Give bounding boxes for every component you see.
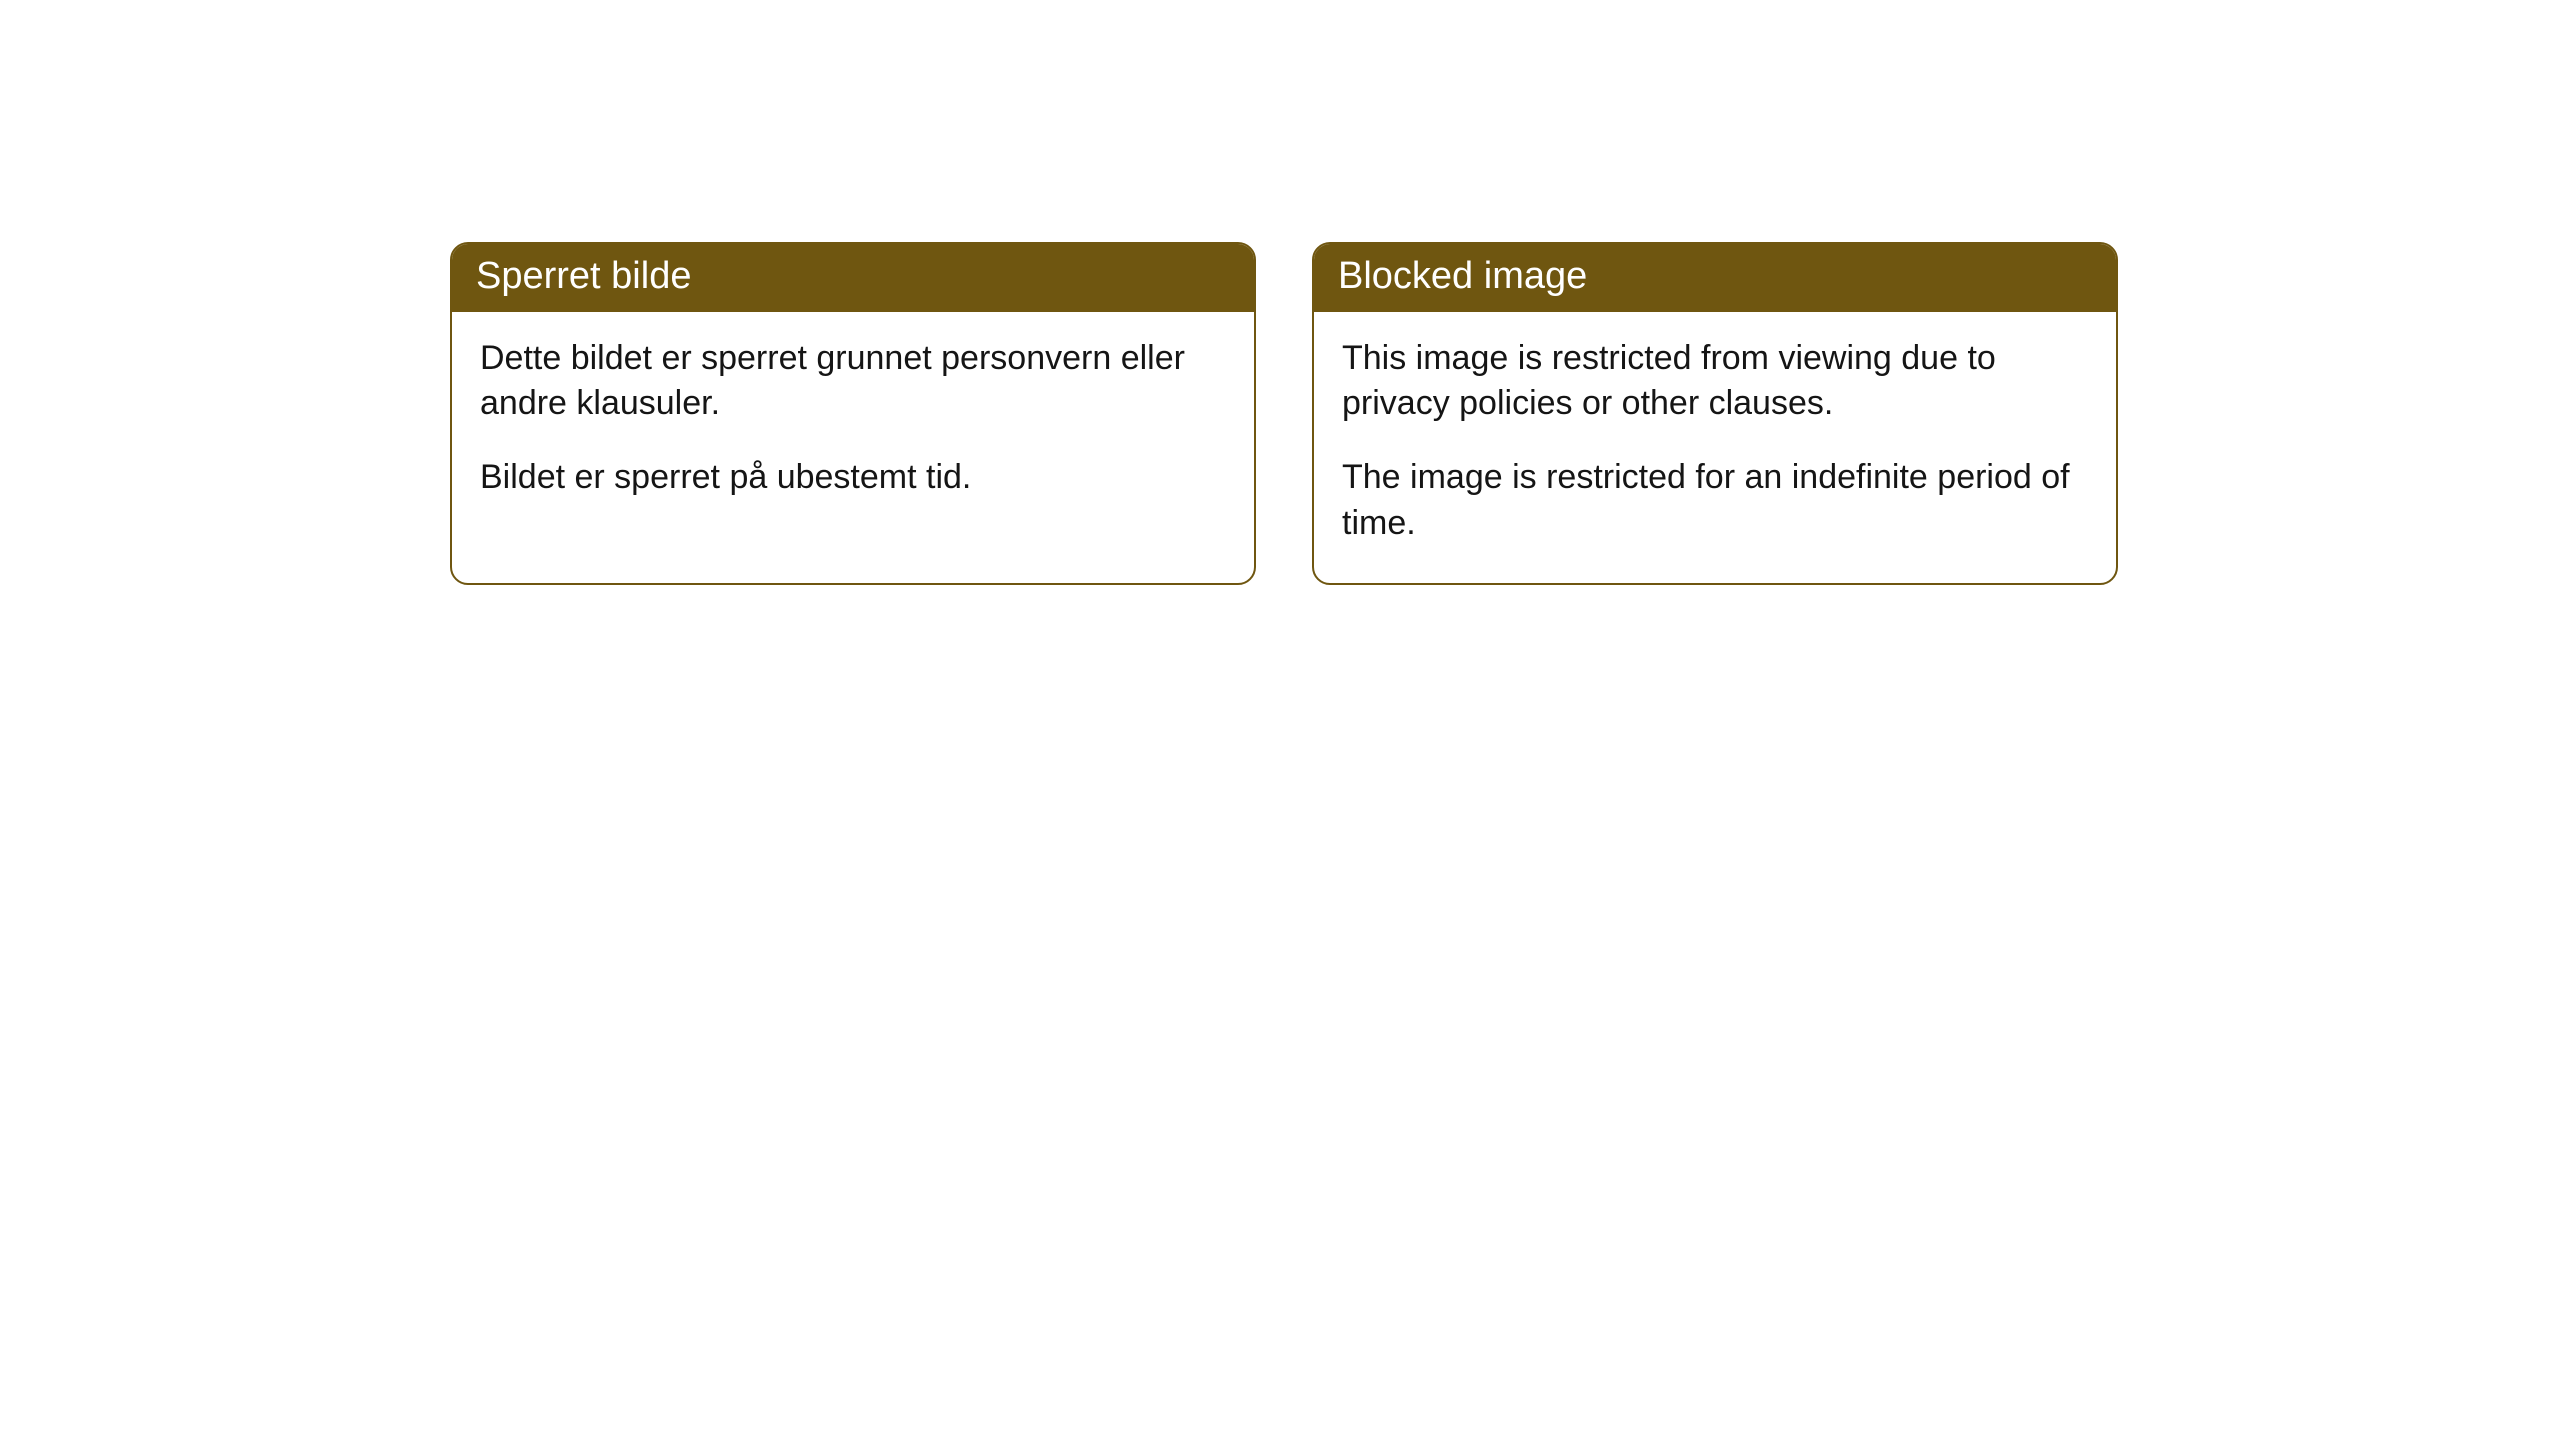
card-body: Dette bildet er sperret grunnet personve… — [452, 312, 1254, 538]
card-paragraph: The image is restricted for an indefinit… — [1342, 455, 2088, 547]
notice-card-english: Blocked image This image is restricted f… — [1312, 242, 2118, 585]
card-paragraph: This image is restricted from viewing du… — [1342, 336, 2088, 428]
card-paragraph: Dette bildet er sperret grunnet personve… — [480, 336, 1226, 428]
card-body: This image is restricted from viewing du… — [1314, 312, 2116, 584]
card-title: Sperret bilde — [452, 244, 1254, 312]
card-title: Blocked image — [1314, 244, 2116, 312]
card-paragraph: Bildet er sperret på ubestemt tid. — [480, 455, 1226, 501]
notice-card-norwegian: Sperret bilde Dette bildet er sperret gr… — [450, 242, 1256, 585]
notice-container: Sperret bilde Dette bildet er sperret gr… — [0, 0, 2560, 585]
